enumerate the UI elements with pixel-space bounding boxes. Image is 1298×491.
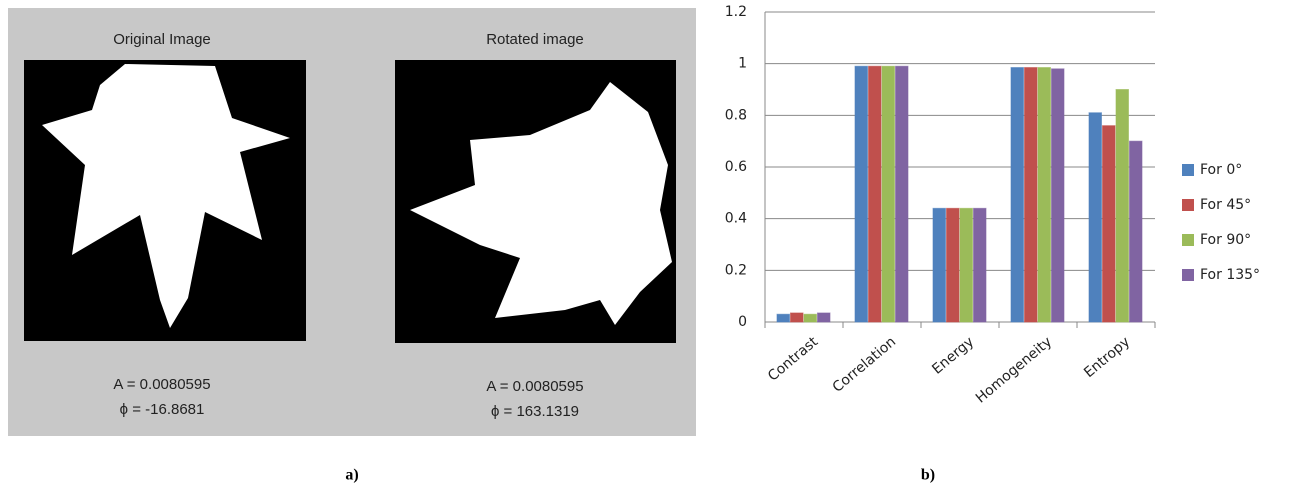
legend-swatch <box>1182 269 1194 281</box>
y-tick-label: 0.4 <box>725 211 747 227</box>
legend-label: For 0° <box>1200 162 1242 178</box>
legend-label: For 135° <box>1200 267 1260 283</box>
bar <box>947 208 960 322</box>
image-stat: ϕ = 163.1319 <box>491 403 579 420</box>
bar <box>791 313 804 322</box>
y-tick-label: 0.2 <box>725 262 747 278</box>
image-title: Rotated image <box>486 31 584 48</box>
bar <box>882 66 895 322</box>
bar <box>1038 68 1051 322</box>
y-tick-label: 0.8 <box>725 107 747 123</box>
bar <box>804 314 817 322</box>
panel-label: b) <box>921 467 935 484</box>
x-tick-label: Energy <box>929 334 977 378</box>
legend-swatch <box>1182 199 1194 211</box>
y-tick-label: 0 <box>738 314 747 330</box>
panel-label: a) <box>345 467 358 484</box>
y-tick-label: 1 <box>738 56 747 72</box>
image-stat: ϕ = -16.8681 <box>120 401 205 418</box>
bar <box>869 66 882 322</box>
image-title: Original Image <box>113 31 211 48</box>
bar <box>933 208 946 322</box>
image-stat: A = 0.0080595 <box>113 376 210 393</box>
bar <box>1011 68 1024 322</box>
figure: Original Image Rotated image A = 0.00805… <box>0 0 1298 487</box>
bar <box>1089 113 1102 322</box>
legend-swatch <box>1182 164 1194 176</box>
bar <box>960 208 973 322</box>
bar <box>896 66 909 322</box>
legend-label: For 90° <box>1200 232 1251 248</box>
bar <box>1025 68 1038 322</box>
bar <box>818 313 831 322</box>
bar <box>1130 141 1143 322</box>
bar <box>1116 90 1129 323</box>
image-stat: A = 0.0080595 <box>486 378 583 395</box>
bar <box>974 208 987 322</box>
bar <box>1052 69 1065 322</box>
y-tick-label: 1.2 <box>725 4 747 20</box>
legend-swatch <box>1182 234 1194 246</box>
legend-label: For 45° <box>1200 197 1251 213</box>
x-tick-label: Entropy <box>1081 334 1133 381</box>
x-tick-label: Homogeneity <box>973 334 1055 407</box>
bar <box>777 314 790 322</box>
bar <box>855 66 868 322</box>
bar <box>1103 126 1116 322</box>
x-tick-label: Correlation <box>830 334 899 396</box>
y-tick-label: 0.6 <box>725 159 747 175</box>
x-tick-label: Contrast <box>765 334 822 385</box>
